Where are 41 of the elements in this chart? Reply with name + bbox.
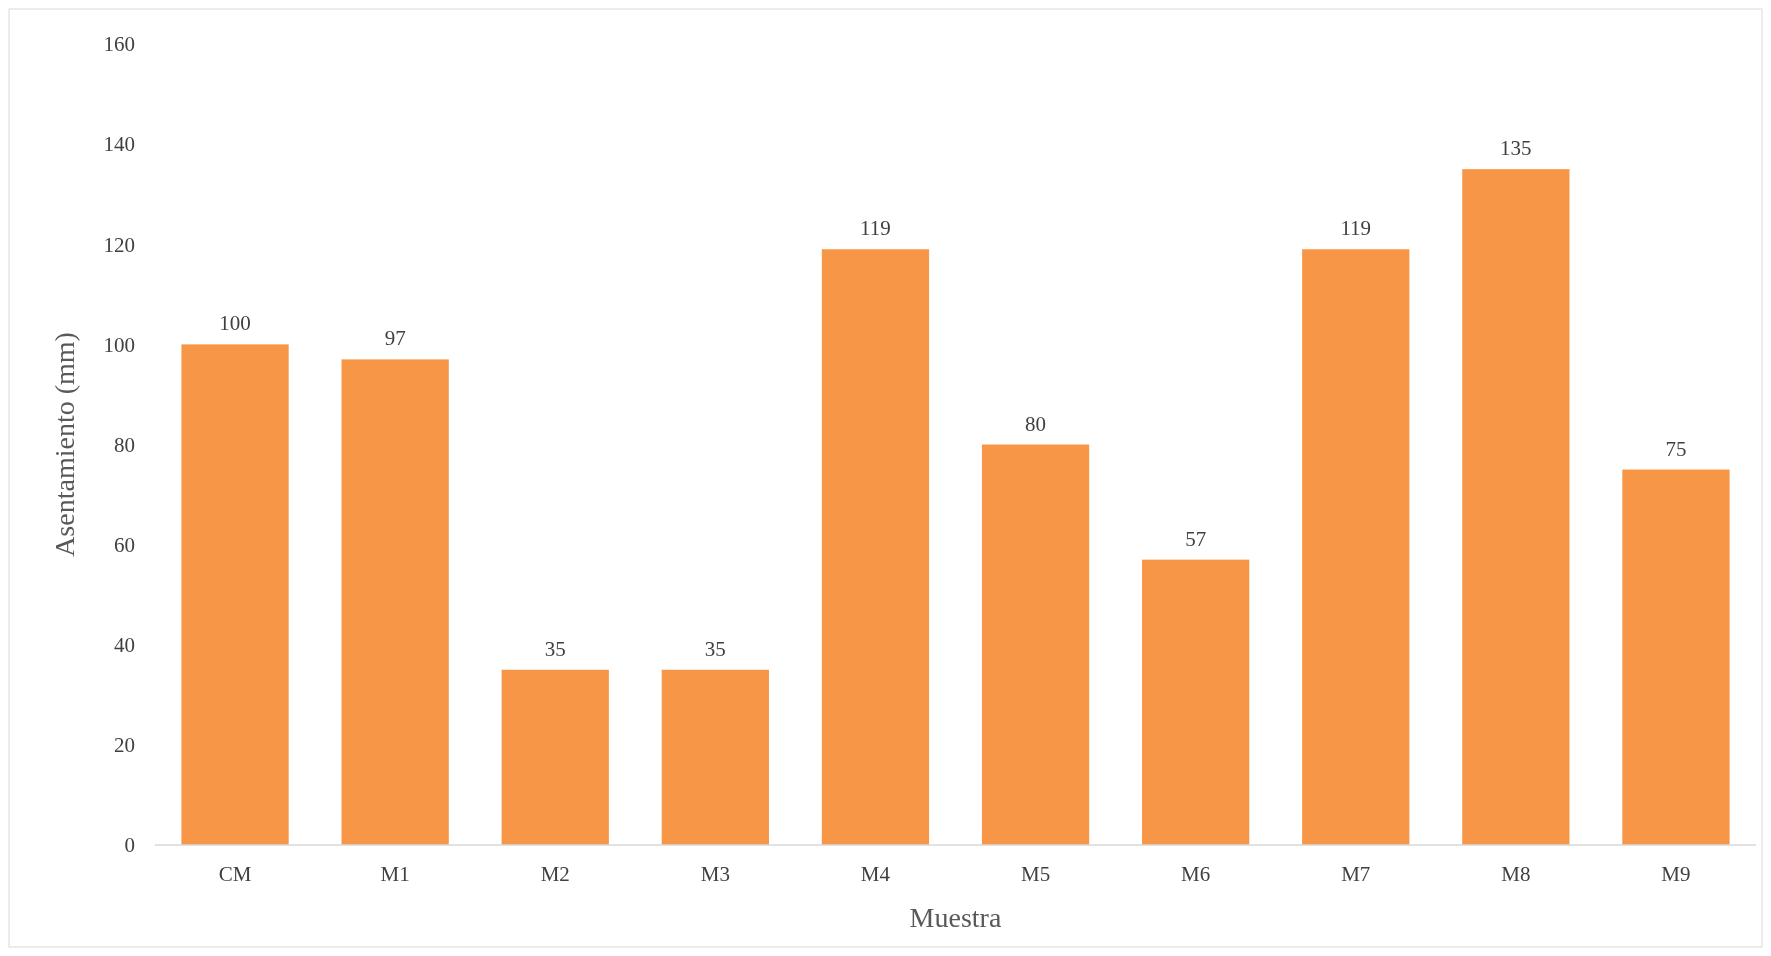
x-tick-label: M2	[540, 862, 570, 886]
bar	[821, 249, 930, 845]
bar	[1302, 249, 1410, 845]
y-tick-label: 0	[124, 833, 135, 858]
data-label: 97	[384, 326, 406, 351]
x-tick-label: M9	[1661, 862, 1691, 886]
data-label: 35	[544, 636, 566, 661]
x-axis-title: Muestra	[909, 902, 1002, 933]
bar	[1142, 559, 1250, 845]
x-tick-label: M8	[1501, 862, 1531, 886]
bar	[341, 359, 449, 845]
y-tick-label: 40	[114, 633, 135, 658]
bar	[981, 444, 1090, 845]
data-label: 119	[860, 216, 891, 241]
data-label: 35	[704, 636, 726, 661]
data-label: 75	[1665, 436, 1687, 461]
data-label: 57	[1185, 526, 1207, 551]
data-label: 135	[1500, 136, 1532, 161]
x-tick-label: M5	[1020, 862, 1051, 886]
bar	[1622, 469, 1730, 845]
data-label: 80	[1025, 411, 1047, 436]
bar	[501, 669, 609, 845]
bar	[1462, 169, 1570, 845]
y-tick-label: 20	[114, 733, 135, 758]
y-tick-label: 80	[114, 432, 135, 457]
data-label: 100	[219, 311, 251, 336]
y-tick-label: 120	[103, 232, 135, 257]
y-tick-label: 60	[114, 532, 135, 557]
y-tick-label: 140	[103, 132, 135, 157]
x-tick-label: M3	[700, 862, 730, 886]
x-tick-label: M7	[1341, 862, 1371, 886]
data-label: 119	[1340, 216, 1372, 241]
y-tick-label: 160	[103, 32, 135, 57]
bar	[661, 669, 769, 845]
x-tick-label: M4	[860, 862, 891, 886]
x-tick-label: M6	[1181, 862, 1211, 886]
x-tick-label: M1	[380, 862, 410, 886]
y-axis-title: Asentamiento (mm)	[49, 332, 80, 557]
y-tick-label: 100	[103, 332, 135, 357]
x-tick-label: CM	[218, 862, 252, 886]
bar	[181, 344, 289, 845]
